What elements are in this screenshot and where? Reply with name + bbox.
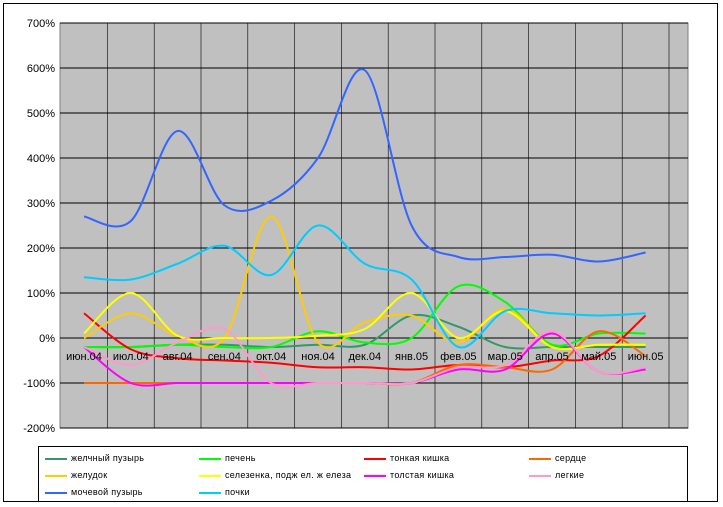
legend-item: желчный пузырь bbox=[45, 451, 144, 465]
legend-label: желудок bbox=[71, 470, 108, 480]
legend: желчный пузырь печень тонкая кишка сердце же… bbox=[38, 446, 688, 502]
legend-swatch bbox=[364, 457, 386, 460]
legend-swatch bbox=[199, 491, 221, 494]
legend-swatch bbox=[364, 474, 386, 477]
x-tick-label: мар.05 bbox=[488, 351, 523, 363]
y-tick-label: -200% bbox=[23, 423, 55, 435]
y-tick-label: 300% bbox=[27, 198, 55, 210]
legend-swatch bbox=[45, 457, 67, 460]
line-chart: -200% -100% 0% 100% 200% 300% 400% 500% 600% 700%… bbox=[23, 18, 689, 435]
x-tick-label: дек.04 bbox=[348, 351, 381, 363]
series-line-8 bbox=[83, 68, 646, 263]
x-tick-label: апр.05 bbox=[535, 351, 568, 363]
legend-swatch bbox=[45, 474, 67, 477]
y-axis-tick-labels: -200% -100% 0% 100% 200% 300% 400% 500% 600% 700% bbox=[23, 18, 55, 435]
y-tick-label: 400% bbox=[27, 153, 55, 165]
x-tick-label: фев.05 bbox=[440, 351, 476, 363]
legend-swatch bbox=[529, 474, 551, 477]
y-tick-label: -100% bbox=[23, 378, 55, 390]
legend-label: сердце bbox=[555, 453, 587, 463]
legend-label: толстая кишка bbox=[390, 470, 455, 480]
legend-swatch bbox=[199, 457, 221, 460]
legend-swatch bbox=[529, 457, 551, 460]
series-line-7 bbox=[83, 326, 646, 388]
x-tick-label: июл.04 bbox=[113, 351, 149, 363]
legend-item: тонкая кишка bbox=[364, 451, 449, 465]
y-tick-label: 700% bbox=[27, 18, 55, 30]
x-tick-label: ноя.04 bbox=[301, 351, 334, 363]
legend-item: мочевой пузырь bbox=[45, 485, 143, 499]
legend-label: мочевой пузырь bbox=[71, 487, 143, 497]
legend-item: сердце bbox=[529, 451, 586, 465]
y-tick-label: 600% bbox=[27, 63, 55, 75]
gridlines bbox=[60, 22, 688, 429]
series-line-2 bbox=[83, 312, 647, 371]
legend-swatch bbox=[45, 491, 67, 494]
legend-label: почки bbox=[225, 487, 250, 497]
legend-label: легкие bbox=[555, 470, 585, 480]
y-tick-label: 0% bbox=[39, 333, 55, 345]
legend-label: тонкая кишка bbox=[390, 453, 450, 463]
legend-item: почки bbox=[199, 485, 250, 499]
x-tick-label: сен.04 bbox=[208, 351, 241, 363]
legend-label: печень bbox=[225, 453, 256, 463]
x-axis-tick-labels: июн.04 июл.04 авг.04 сен.04 окт.04 ноя.04 дек.… bbox=[66, 351, 663, 363]
x-tick-label: авг.04 bbox=[163, 351, 193, 363]
x-tick-label: июн.04 bbox=[66, 351, 102, 363]
series-line-1 bbox=[83, 283, 646, 350]
legend-label: селезенка, подж ел. ж елеза bbox=[225, 470, 352, 480]
x-tick-label: янв.05 bbox=[395, 351, 428, 363]
x-tick-label: май.05 bbox=[581, 351, 616, 363]
y-tick-label: 500% bbox=[27, 108, 55, 120]
legend-label: желчный пузырь bbox=[71, 453, 145, 463]
x-tick-label: июн.05 bbox=[628, 351, 664, 363]
legend-item: желудок bbox=[45, 468, 107, 482]
legend-swatch bbox=[199, 474, 221, 477]
series-lines bbox=[83, 68, 647, 388]
legend-item: легкие bbox=[529, 468, 584, 482]
y-tick-label: 200% bbox=[27, 243, 55, 255]
series-line-9 bbox=[83, 224, 646, 349]
chart-frame: -200% -100% 0% 100% 200% 300% 400% 500% 600% 700%… bbox=[3, 3, 718, 502]
series-line-5 bbox=[83, 291, 646, 351]
y-tick-label: 100% bbox=[27, 288, 55, 300]
legend-item: толстая кишка bbox=[364, 468, 454, 482]
x-tick-label: окт.04 bbox=[256, 351, 286, 363]
legend-item: печень bbox=[199, 451, 256, 465]
legend-item: селезенка, подж ел. ж елеза bbox=[199, 468, 351, 482]
